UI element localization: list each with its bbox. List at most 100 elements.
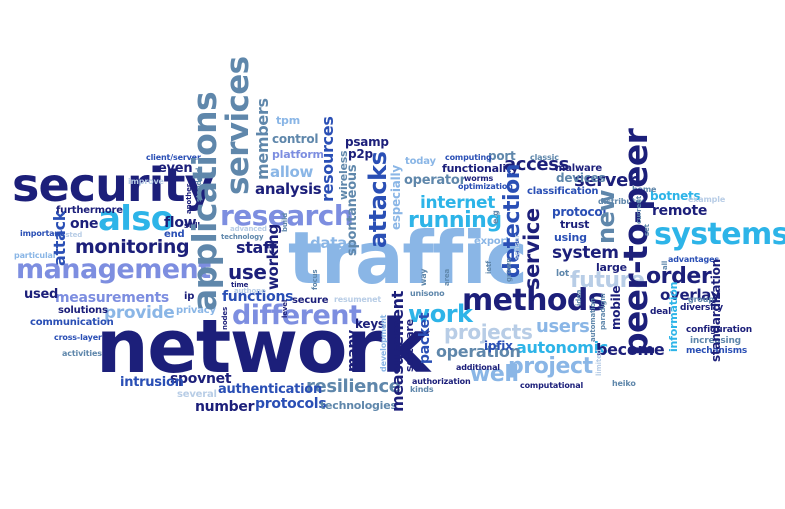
word-p2p: p2p xyxy=(348,147,373,161)
word-resumenet: resumenet xyxy=(334,295,382,304)
word-home: home xyxy=(632,185,657,194)
word-especially: especially xyxy=(389,165,403,230)
word-trust: trust xyxy=(560,218,590,231)
word-number: number xyxy=(195,399,255,415)
word-important: important xyxy=(20,229,64,238)
word-ipfix: ipfix xyxy=(484,339,513,353)
word-end: end xyxy=(164,229,185,240)
word-large: large xyxy=(596,261,627,274)
word-optimization: optimization xyxy=(458,182,513,191)
word-trusted: trusted xyxy=(54,231,83,239)
word-additional: additional xyxy=(456,363,500,372)
word-service: service xyxy=(520,208,544,290)
word-development: development xyxy=(379,314,388,372)
word-client-server: client/server xyxy=(146,153,201,162)
word-operator: operator xyxy=(404,173,466,188)
word-solutions: solutions xyxy=(58,305,108,316)
word-data: data xyxy=(310,234,347,252)
word-autonomic: autonomic xyxy=(516,338,608,357)
word-lot: lot xyxy=(556,269,570,279)
word-projects: projects xyxy=(444,320,533,344)
word-also: also xyxy=(98,199,174,239)
word-tpm: tpm xyxy=(276,114,300,127)
word-deal: deal xyxy=(650,307,671,317)
word-order: order xyxy=(646,264,712,289)
word-future: future xyxy=(570,268,645,293)
word-packet: packet xyxy=(417,312,433,364)
word-attacks: attacks xyxy=(364,151,392,248)
word-configuration: configuration xyxy=(686,325,752,335)
word-even: even xyxy=(158,161,193,176)
word-software: software xyxy=(403,319,416,372)
word-flow: flow xyxy=(164,215,197,231)
word-overlay: overlay xyxy=(660,286,721,304)
word-devices: devices xyxy=(556,171,606,185)
word-area: area xyxy=(443,268,451,286)
word-computing: computing xyxy=(445,153,492,162)
word-sensor: sensor xyxy=(513,234,521,261)
word-level: level xyxy=(281,299,289,318)
word-server: server xyxy=(574,170,637,191)
word-build: build xyxy=(281,212,289,232)
word-well: well xyxy=(470,362,519,387)
word-use: use xyxy=(228,260,267,284)
word-idea: idea xyxy=(575,289,583,306)
word-provide: provide xyxy=(104,303,175,323)
word-particular: particular xyxy=(14,251,57,260)
word-services: services xyxy=(220,56,256,196)
word-internet: internet xyxy=(420,193,496,213)
word-platform: platform xyxy=(272,148,324,161)
word-example: example xyxy=(688,195,726,204)
word-staff: staff xyxy=(236,238,277,257)
word-secure: secure xyxy=(292,295,329,306)
word-group: group xyxy=(688,295,714,304)
word-authorization: authorization xyxy=(412,377,471,386)
word-today: today xyxy=(405,156,436,167)
word-port: port xyxy=(488,149,516,163)
word-privacy: privacy xyxy=(176,305,216,316)
word-new: new xyxy=(592,189,620,244)
word-computational: computational xyxy=(520,381,584,390)
word-using: using xyxy=(554,231,587,244)
word-export: export xyxy=(474,236,510,247)
word-resources: resources xyxy=(318,116,337,202)
word-malware: malware xyxy=(555,163,602,174)
word-different: different xyxy=(232,300,362,331)
word-still: still xyxy=(184,221,201,230)
word-project: project xyxy=(508,354,593,379)
word-members: members xyxy=(253,98,272,180)
word-research: research xyxy=(220,199,354,232)
word-working: working xyxy=(264,224,282,290)
word-several: several xyxy=(177,389,217,400)
word-functions: functions xyxy=(222,289,294,305)
word-set: set xyxy=(643,224,651,236)
word-system: system xyxy=(552,243,619,263)
word-used: used xyxy=(24,287,59,302)
word-running: running xyxy=(408,208,502,233)
word-security: security xyxy=(12,158,215,212)
word-intrusion: intrusion xyxy=(120,375,184,390)
word-current: current xyxy=(635,195,643,224)
word-protocols: protocols xyxy=(255,396,327,412)
word-grown: grown xyxy=(505,257,513,282)
word-control: control xyxy=(272,132,319,146)
word-resilience: resilience xyxy=(306,376,401,397)
word-increasing: increasing xyxy=(690,336,741,346)
word-attack: attack xyxy=(50,210,69,266)
word-one: one xyxy=(70,216,99,232)
word-worms: worms xyxy=(464,174,494,183)
word-become: become xyxy=(596,340,665,359)
word-standardization: standardization xyxy=(709,259,723,362)
word-unisono: unisono xyxy=(410,289,445,298)
word-work: work xyxy=(408,300,473,328)
word-ietf: ietf xyxy=(485,261,493,274)
word-focus: focus xyxy=(311,269,319,290)
word-spovnet: spovnet xyxy=(170,371,232,387)
word-management: management xyxy=(16,254,211,285)
word-mobile: mobile xyxy=(609,285,623,330)
word-access: access xyxy=(504,154,569,175)
word-all: all xyxy=(661,260,669,270)
word-botnets: botnets xyxy=(650,189,701,203)
word-wireless: wireless xyxy=(337,150,350,200)
